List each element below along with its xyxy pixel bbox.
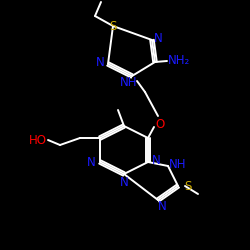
Text: S: S: [184, 180, 192, 192]
Text: N: N: [87, 156, 96, 168]
Text: N: N: [120, 176, 128, 190]
Text: NH: NH: [169, 158, 187, 170]
Text: N: N: [152, 154, 160, 166]
Text: S: S: [109, 20, 117, 32]
Text: NH: NH: [120, 76, 138, 90]
Text: NH₂: NH₂: [168, 54, 190, 66]
Text: N: N: [96, 56, 104, 68]
Text: HO: HO: [29, 134, 47, 146]
Text: O: O: [156, 118, 164, 130]
Text: N: N: [154, 32, 162, 44]
Text: N: N: [158, 200, 166, 213]
